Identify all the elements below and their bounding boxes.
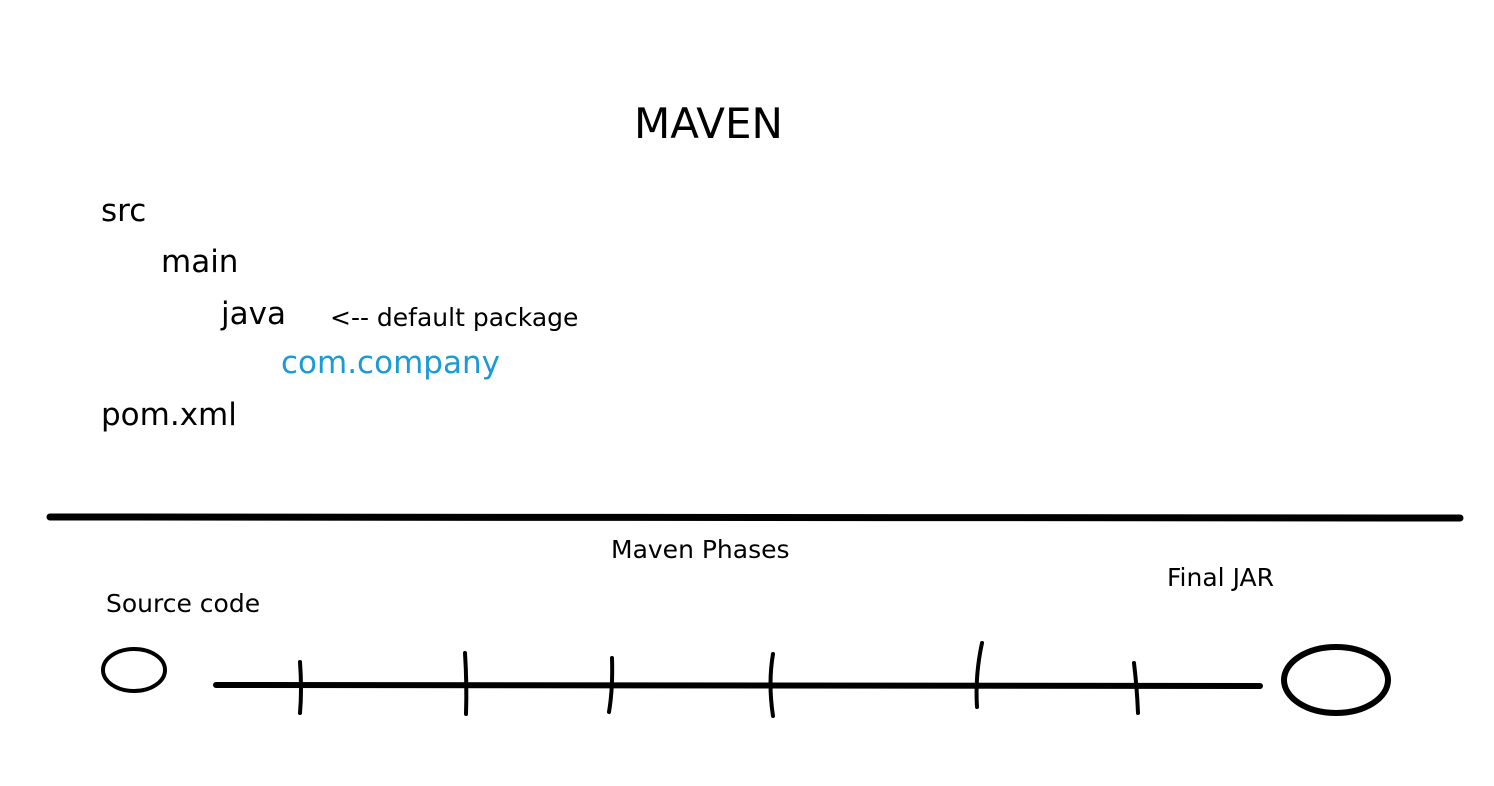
final-jar-label: Final JAR (1167, 563, 1274, 592)
phase-tick (1132, 661, 1140, 715)
tree-node-main: main (161, 244, 239, 280)
section-divider-line (46, 513, 1464, 522)
source-code-label: Source code (106, 589, 261, 618)
tree-node-pom: pom.xml (101, 397, 237, 433)
tree-node-package: com.company (281, 345, 500, 381)
phase-tick (607, 656, 615, 714)
final-jar-node (1281, 644, 1391, 716)
tree-note-default-package: <-- default package (330, 303, 579, 332)
diagram-title: MAVEN (634, 99, 783, 148)
tree-node-src: src (101, 193, 147, 229)
phase-tick (974, 641, 984, 709)
maven-phases-label: Maven Phases (611, 535, 790, 564)
phase-tick (463, 651, 469, 716)
phase-tick (768, 652, 775, 718)
phase-tick (298, 660, 303, 715)
tree-node-java: java (221, 296, 286, 332)
source-code-node (101, 647, 167, 693)
phases-timeline-line (213, 682, 1263, 689)
